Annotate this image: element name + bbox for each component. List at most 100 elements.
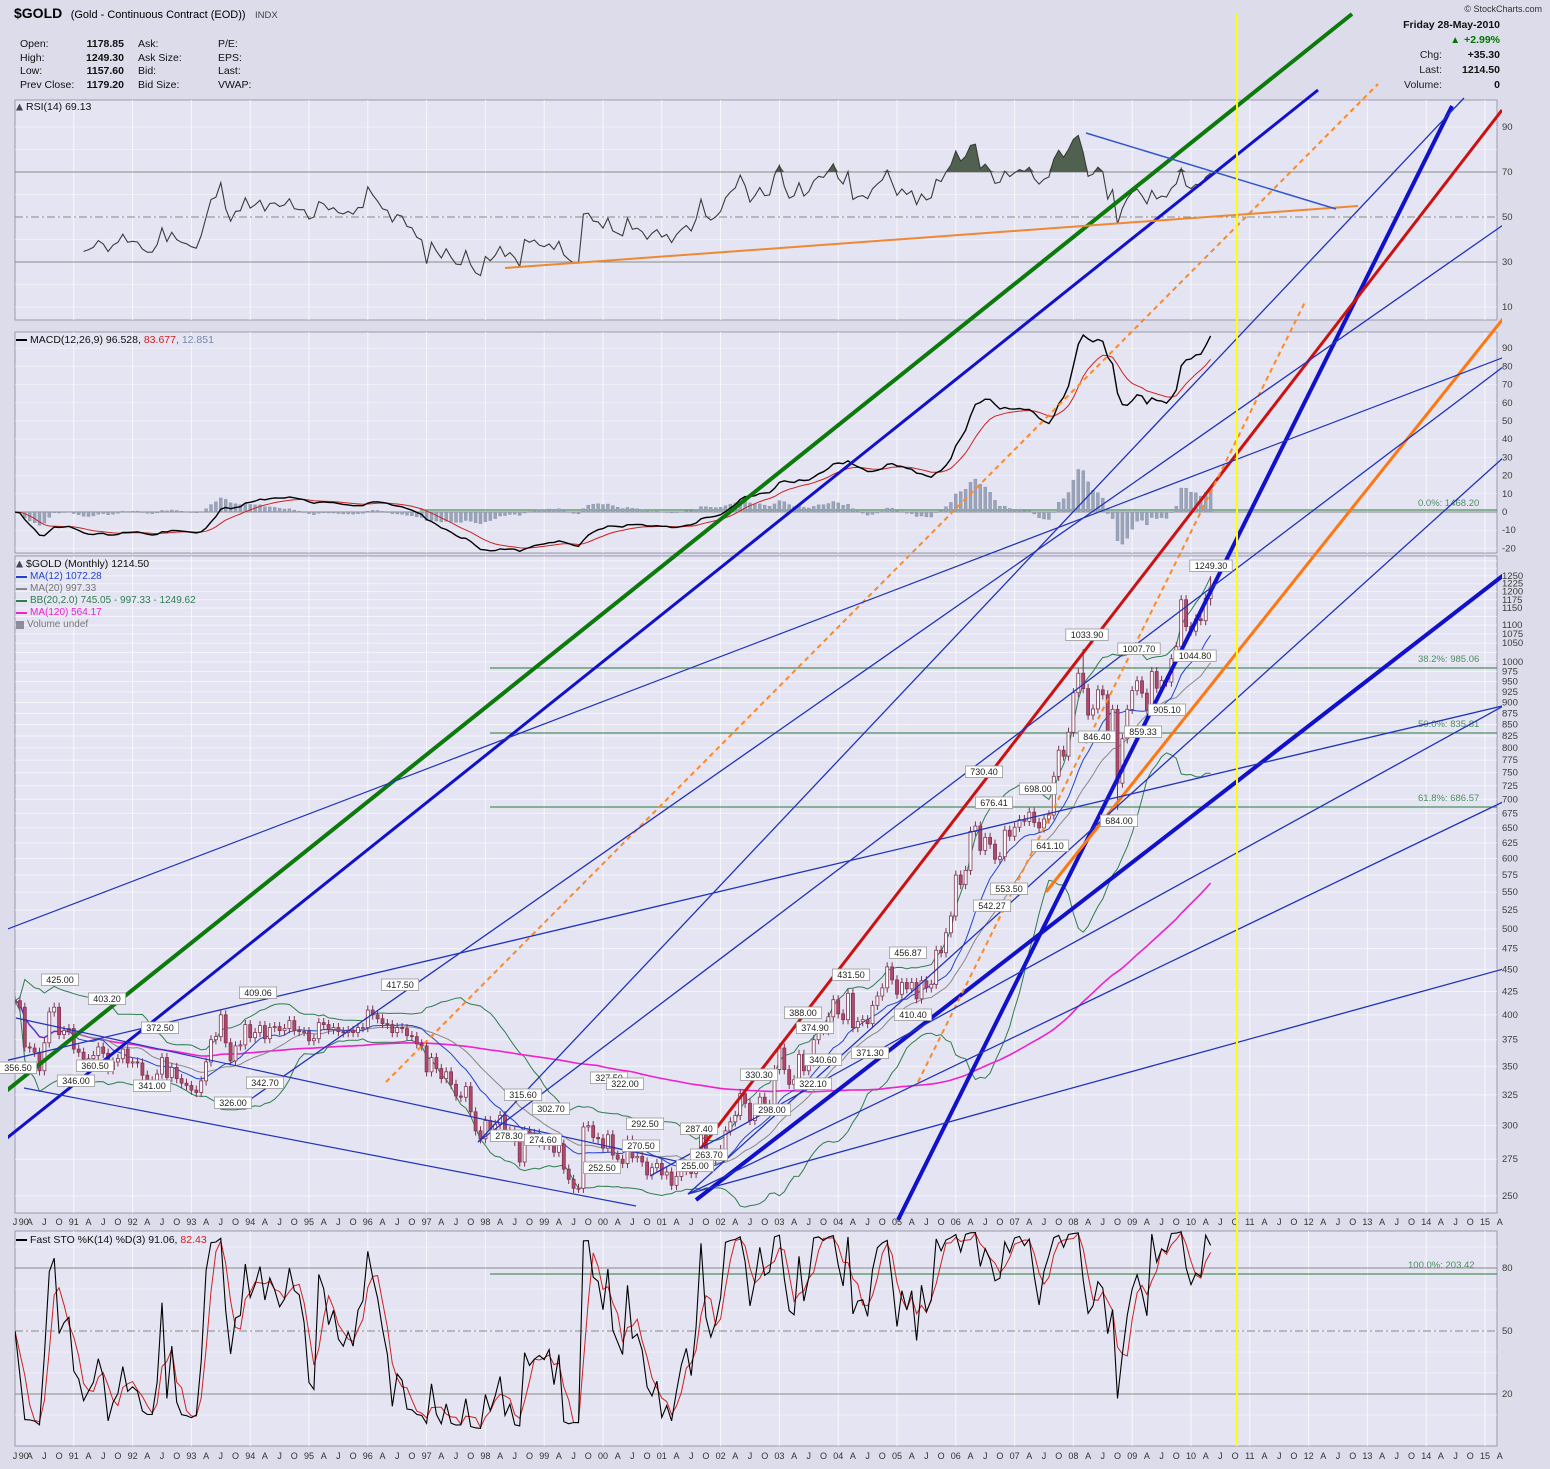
trendline[interactable]: [504, 205, 1359, 269]
svg-text:A: A: [379, 1217, 385, 1227]
indicator-icon: [16, 103, 23, 111]
svg-text:A: A: [144, 1217, 150, 1227]
macd-line-icon: [16, 339, 27, 341]
svg-text:J: J: [336, 1451, 341, 1461]
svg-text:92: 92: [128, 1217, 138, 1227]
svg-text:11: 11: [1245, 1451, 1254, 1461]
svg-text:J: J: [101, 1217, 106, 1227]
svg-text:O: O: [1173, 1451, 1180, 1461]
svg-text:J: J: [277, 1217, 282, 1227]
trendline[interactable]: [5, 12, 1354, 1093]
trendline[interactable]: [477, 342, 1536, 1143]
svg-text:1000: 1000: [1502, 657, 1523, 668]
trendlines[interactable]: [0, 12, 1536, 1221]
trendline[interactable]: [1044, 300, 1518, 893]
svg-text:O: O: [1290, 1451, 1297, 1461]
svg-text:475: 475: [1502, 944, 1518, 955]
svg-text:A: A: [673, 1217, 679, 1227]
svg-text:J: J: [1453, 1451, 1458, 1461]
bb-legend: BB(20,2.0) 745.05 - 997.33 - 1249.62: [16, 595, 196, 607]
svg-text:J: J: [748, 1451, 753, 1461]
high-value: 1249.30: [86, 51, 124, 64]
svg-text:J: J: [219, 1217, 224, 1227]
price-annotation: 341.00: [138, 1081, 166, 1091]
svg-text:O: O: [879, 1451, 886, 1461]
svg-text:O: O: [173, 1451, 180, 1461]
trendline[interactable]: [1085, 132, 1337, 210]
svg-text:J: J: [571, 1217, 576, 1227]
trendline[interactable]: [385, 83, 1379, 1083]
trendline[interactable]: [0, 345, 1536, 935]
svg-text:A: A: [1379, 1217, 1385, 1227]
svg-text:93: 93: [186, 1451, 196, 1461]
svg-text:350: 350: [1502, 1061, 1518, 1072]
bollinger-upper: [15, 576, 1212, 1142]
svg-text:14: 14: [1421, 1217, 1431, 1227]
trendline[interactable]: [694, 550, 1536, 1202]
trendline[interactable]: [687, 786, 1536, 1195]
price-annotation: 374.90: [801, 1023, 829, 1033]
svg-text:J: J: [689, 1451, 694, 1461]
svg-text:J: J: [924, 1451, 929, 1461]
svg-text:70: 70: [1502, 167, 1513, 178]
svg-text:A: A: [203, 1451, 209, 1461]
trendline[interactable]: [0, 698, 1536, 1064]
ma120-line: [15, 882, 1212, 1093]
svg-text:J: J: [42, 1451, 47, 1461]
svg-text:50: 50: [1502, 416, 1513, 427]
svg-text:O: O: [644, 1451, 651, 1461]
svg-text:O: O: [1055, 1217, 1062, 1227]
trendline[interactable]: [15, 1017, 709, 1169]
svg-text:98: 98: [480, 1217, 490, 1227]
svg-text:12: 12: [1304, 1217, 1314, 1227]
trendline[interactable]: [917, 299, 1307, 1083]
svg-text:A: A: [615, 1451, 621, 1461]
svg-text:O: O: [1349, 1217, 1356, 1227]
svg-text:O: O: [1467, 1451, 1474, 1461]
open-value: 1178.85: [86, 38, 124, 50]
svg-text:A: A: [1379, 1451, 1385, 1461]
svg-text:J: J: [1101, 1217, 1106, 1227]
svg-text:96: 96: [363, 1217, 373, 1227]
trendline[interactable]: [23, 1087, 637, 1207]
trendline[interactable]: [687, 960, 1536, 1195]
trendline[interactable]: [896, 105, 1454, 1221]
last-value: 1214.50: [1462, 64, 1500, 76]
svg-text:675: 675: [1502, 808, 1518, 819]
up-arrow-icon: ▲: [1450, 35, 1461, 46]
svg-text:07: 07: [1010, 1217, 1020, 1227]
price-annotation: 553.50: [995, 884, 1023, 894]
svg-text:J: J: [865, 1217, 870, 1227]
svg-text:O: O: [1055, 1451, 1062, 1461]
svg-text:A: A: [850, 1217, 856, 1227]
svg-text:700: 700: [1502, 794, 1518, 805]
svg-text:A: A: [1144, 1217, 1150, 1227]
svg-text:A: A: [1026, 1451, 1032, 1461]
price-annotation: 1249.30: [1195, 561, 1228, 571]
trendline[interactable]: [237, 202, 1536, 1109]
price-annotation: 846.40: [1083, 732, 1111, 742]
svg-text:A: A: [967, 1451, 973, 1461]
svg-text:J: J: [1218, 1451, 1223, 1461]
svg-text:08: 08: [1068, 1451, 1078, 1461]
svg-text:525: 525: [1502, 905, 1518, 916]
svg-text:O: O: [996, 1217, 1003, 1227]
trendline[interactable]: [0, 88, 1319, 1150]
svg-text:J: J: [630, 1217, 635, 1227]
svg-text:O: O: [408, 1451, 415, 1461]
svg-text:A: A: [321, 1217, 327, 1227]
svg-text:A: A: [1261, 1451, 1267, 1461]
svg-text:O: O: [1290, 1217, 1297, 1227]
rsi-panel: [14, 99, 1498, 321]
trendline[interactable]: [687, 428, 1536, 1195]
volume-value: 0: [1494, 79, 1500, 91]
trendline[interactable]: [477, 97, 1465, 1143]
svg-text:750: 750: [1502, 768, 1518, 779]
rsi-label: RSI(14) 69.13: [16, 101, 91, 113]
svg-text:900: 900: [1502, 697, 1518, 708]
sto-line-icon: [16, 1239, 27, 1241]
svg-text:60: 60: [1502, 398, 1513, 409]
macd-signal-line: [15, 354, 1211, 549]
svg-text:J: J: [219, 1451, 224, 1461]
